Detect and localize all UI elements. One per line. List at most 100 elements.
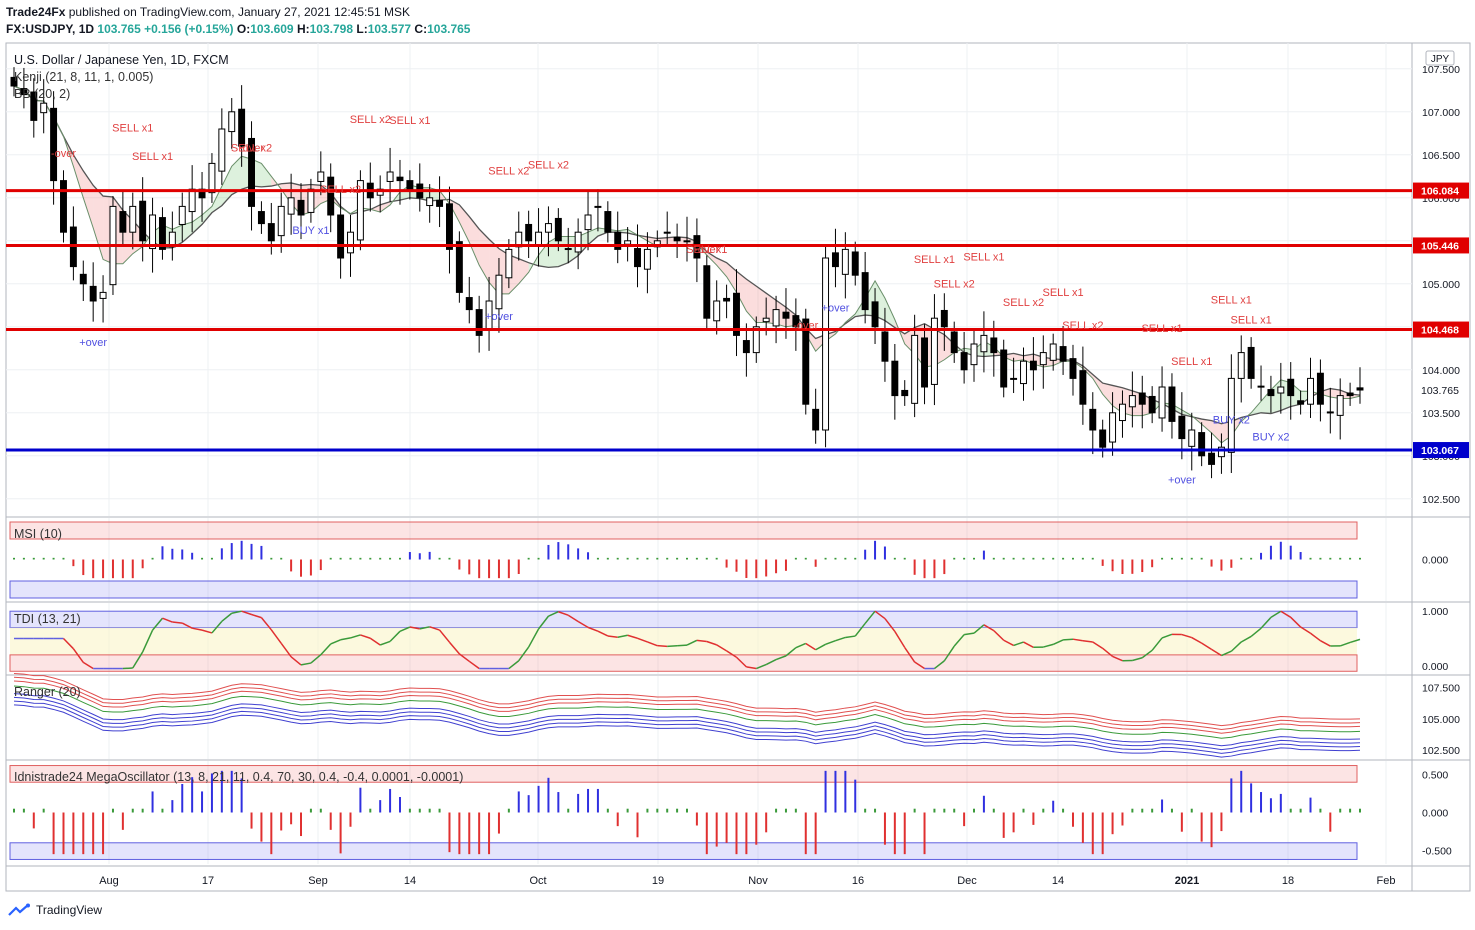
tdi-line-segment: [964, 632, 975, 636]
ranger-line: [13, 693, 1361, 747]
candle-up: [40, 102, 48, 114]
symbol[interactable]: FX:USDJPY: [6, 22, 73, 36]
y-tick-label: -0.500: [1422, 845, 1452, 857]
candle-down: [1069, 358, 1077, 379]
mega-lower-band: [9, 842, 1358, 860]
y-tick-label: 107.500: [1422, 64, 1460, 76]
level-price-tag: [1413, 182, 1469, 199]
tdi-line-segment: [389, 630, 401, 642]
kenji-cloud: [469, 216, 480, 266]
tdi-line-segment: [647, 641, 658, 647]
open-value: 103.609: [250, 22, 294, 36]
candle-up: [643, 248, 651, 270]
tdi-line-segment: [300, 662, 312, 666]
sell-signal-label: SELL x2: [934, 279, 975, 291]
kenji-cloud: [1201, 419, 1212, 433]
candle-up: [1020, 360, 1027, 385]
ranger-line: [13, 700, 1361, 754]
tdi-line-segment: [1221, 650, 1232, 657]
tdi-line-segment: [1063, 638, 1074, 641]
candle-down: [782, 311, 790, 319]
level-price-label: 106.084: [1421, 186, 1459, 198]
tdi-line-segment: [567, 614, 579, 623]
tdi-line-segment: [1320, 640, 1331, 647]
candle-up: [1277, 386, 1285, 394]
sell-signal-label: -over: [793, 320, 818, 332]
candle-down: [723, 297, 731, 302]
ranger-line: [13, 676, 1361, 730]
candle-up: [277, 205, 285, 237]
candle-down: [119, 211, 127, 233]
y-tick-label: 102.500: [1422, 494, 1460, 506]
candle-up: [970, 343, 978, 366]
tdi-line-segment: [1132, 657, 1143, 662]
tdi-line-segment: [756, 663, 767, 670]
candle-down: [1356, 387, 1364, 391]
price-change: +0.156 (+0.15%): [144, 22, 234, 36]
candle-down: [634, 248, 641, 268]
tdi-line-segment: [330, 639, 341, 645]
candle-down: [20, 88, 28, 96]
y-tick-label: 0.000: [1422, 808, 1448, 820]
candle-up: [1336, 395, 1344, 416]
candle-down: [10, 76, 18, 87]
tdi-line-segment: [1052, 639, 1064, 646]
tdi-line-segment: [765, 658, 777, 666]
buy-signal-label: +over: [485, 311, 513, 323]
kenji-cloud: [1320, 388, 1331, 398]
candle-down: [158, 217, 166, 250]
tdi-line-segment: [973, 624, 985, 634]
y-tick-label: 1.000: [1422, 606, 1448, 618]
candle-down: [614, 231, 622, 250]
tdi-line-segment: [637, 637, 648, 643]
sell-signal-label: -over: [694, 244, 719, 256]
candle-up: [178, 205, 186, 225]
tdi-line-segment: [785, 647, 797, 657]
interval[interactable]: 1D: [78, 22, 95, 36]
kenji-cloud: [182, 222, 193, 243]
candle-down: [50, 107, 58, 182]
y-tick-label: 106.500: [1422, 150, 1460, 162]
candle-down: [396, 176, 404, 182]
candle-up: [594, 205, 602, 208]
tdi-line-segment: [1013, 641, 1024, 647]
kenji-fast-line: [13, 85, 1361, 444]
candle-up: [495, 274, 503, 310]
candle-up: [1010, 377, 1018, 380]
y-tick-label: 0.500: [1422, 770, 1448, 782]
candle-down: [297, 199, 305, 216]
tdi-line-segment: [527, 628, 540, 648]
sell-signal-label: SELL x2: [528, 160, 569, 172]
low-value: 103.577: [367, 22, 412, 36]
kenji-cloud: [716, 258, 727, 277]
candle-up: [307, 188, 315, 213]
candle-down: [604, 211, 612, 233]
candle-up: [683, 240, 691, 243]
candle-down: [1297, 400, 1305, 405]
tdi-title: TDI (13, 21): [14, 612, 81, 626]
tdi-line-segment: [141, 629, 154, 653]
kenji-cloud: [221, 166, 232, 206]
sell-signal-label: SELL x1: [1141, 323, 1182, 335]
candle-up: [911, 334, 919, 404]
tdi-line-segment: [1290, 616, 1302, 628]
publish-info: Trade24Fx published on TradingView.com, …: [6, 5, 410, 19]
ranger-title: Ranger (20): [14, 685, 81, 699]
y-tick-label: 107.000: [1422, 107, 1460, 119]
x-tick-label: 2021: [1175, 875, 1199, 887]
tdi-line-segment: [1211, 648, 1222, 657]
tdi-line-segment: [864, 610, 876, 624]
candle-up: [841, 248, 849, 275]
candle-down: [861, 272, 869, 311]
tdi-line-segment: [132, 651, 144, 669]
tdi-line-segment: [1161, 633, 1173, 639]
kenji-cloud: [202, 206, 212, 225]
tdi-line-segment: [280, 642, 292, 658]
kenji-cloud: [944, 334, 955, 360]
candle-down: [1059, 346, 1067, 362]
sell-signal-label: SELL x2: [1003, 297, 1044, 309]
candle-down: [257, 211, 265, 225]
tradingview-brand[interactable]: TradingView: [8, 903, 102, 917]
y-tick-label: 105.000: [1422, 279, 1460, 291]
